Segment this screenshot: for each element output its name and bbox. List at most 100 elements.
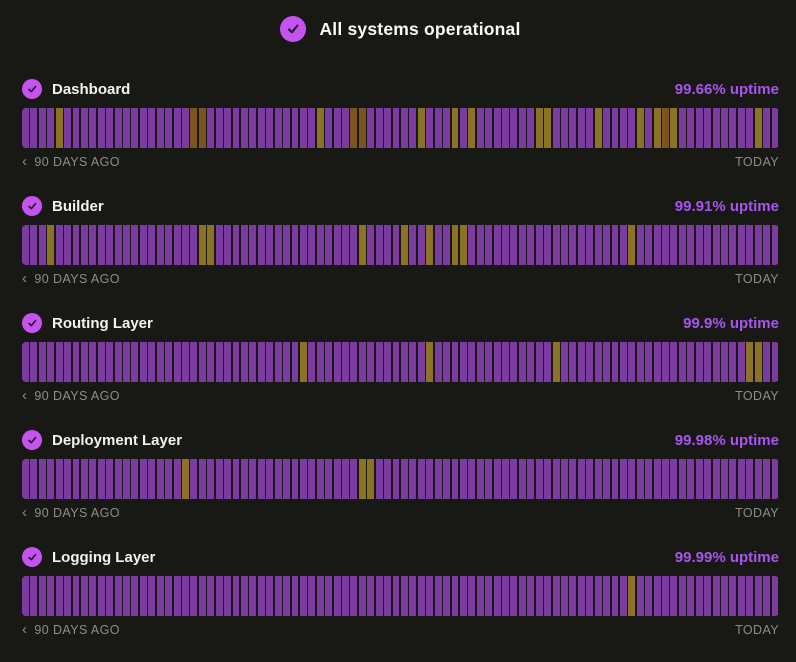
- uptime-day-bar[interactable]: [535, 576, 543, 616]
- uptime-day-bar[interactable]: [106, 459, 114, 499]
- uptime-day-bar[interactable]: [384, 576, 392, 616]
- uptime-day-bar[interactable]: [434, 342, 442, 382]
- uptime-day-bar[interactable]: [198, 576, 206, 616]
- uptime-day-bar[interactable]: [653, 225, 661, 265]
- uptime-day-bar[interactable]: [384, 459, 392, 499]
- uptime-day-bar[interactable]: [224, 459, 232, 499]
- uptime-day-bar[interactable]: [746, 459, 754, 499]
- uptime-day-bar[interactable]: [544, 459, 552, 499]
- uptime-day-bar[interactable]: [721, 108, 728, 148]
- uptime-day-bar[interactable]: [232, 225, 240, 265]
- uptime-day-bar[interactable]: [392, 459, 400, 499]
- uptime-day-bar[interactable]: [80, 576, 88, 616]
- uptime-day-bar[interactable]: [240, 108, 248, 148]
- uptime-day-bar[interactable]: [283, 576, 290, 616]
- uptime-day-bar[interactable]: [165, 342, 173, 382]
- uptime-day-bar[interactable]: [47, 108, 55, 148]
- uptime-day-bar[interactable]: [156, 108, 164, 148]
- uptime-day-bar[interactable]: [561, 459, 568, 499]
- uptime-day-bar[interactable]: [628, 459, 636, 499]
- uptime-day-bar[interactable]: [198, 459, 206, 499]
- uptime-day-bar[interactable]: [417, 459, 425, 499]
- uptime-day-bar[interactable]: [636, 108, 644, 148]
- uptime-day-bar[interactable]: [375, 225, 383, 265]
- uptime-day-bar[interactable]: [552, 459, 560, 499]
- uptime-day-bar[interactable]: [603, 108, 611, 148]
- uptime-day-bar[interactable]: [443, 225, 451, 265]
- uptime-day-bar[interactable]: [409, 108, 417, 148]
- uptime-day-bar[interactable]: [173, 459, 181, 499]
- uptime-day-bar[interactable]: [139, 576, 147, 616]
- uptime-day-bar[interactable]: [173, 342, 181, 382]
- uptime-day-bar[interactable]: [628, 108, 636, 148]
- uptime-day-bar[interactable]: [30, 342, 38, 382]
- uptime-day-bar[interactable]: [283, 225, 290, 265]
- uptime-day-bar[interactable]: [333, 459, 341, 499]
- uptime-day-bar[interactable]: [586, 108, 594, 148]
- uptime-day-bar[interactable]: [367, 342, 375, 382]
- uptime-day-bar[interactable]: [594, 459, 602, 499]
- uptime-day-bar[interactable]: [249, 459, 257, 499]
- uptime-day-bar[interactable]: [771, 108, 779, 148]
- uptime-day-bar[interactable]: [695, 576, 703, 616]
- uptime-day-bar[interactable]: [97, 459, 105, 499]
- uptime-day-bar[interactable]: [603, 342, 611, 382]
- uptime-day-bar[interactable]: [510, 342, 518, 382]
- uptime-day-bar[interactable]: [173, 108, 181, 148]
- uptime-day-bar[interactable]: [535, 108, 543, 148]
- uptime-day-bar[interactable]: [721, 459, 728, 499]
- uptime-day-bar[interactable]: [123, 342, 130, 382]
- uptime-day-bar[interactable]: [350, 108, 358, 148]
- uptime-day-bar[interactable]: [106, 225, 114, 265]
- uptime-day-bar[interactable]: [502, 576, 509, 616]
- uptime-day-bar[interactable]: [22, 108, 29, 148]
- uptime-day-bar[interactable]: [493, 459, 501, 499]
- uptime-day-bar[interactable]: [451, 108, 459, 148]
- uptime-day-bar[interactable]: [636, 342, 644, 382]
- uptime-day-bar[interactable]: [350, 459, 358, 499]
- uptime-day-bar[interactable]: [89, 459, 97, 499]
- uptime-day-bar[interactable]: [569, 342, 577, 382]
- uptime-day-bar[interactable]: [165, 108, 173, 148]
- uptime-day-bar[interactable]: [678, 459, 686, 499]
- uptime-day-bar[interactable]: [771, 576, 779, 616]
- uptime-day-bar[interactable]: [64, 225, 72, 265]
- uptime-day-bar[interactable]: [182, 459, 189, 499]
- uptime-day-bar[interactable]: [392, 108, 400, 148]
- uptime-day-bar[interactable]: [628, 342, 636, 382]
- uptime-day-bar[interactable]: [257, 225, 265, 265]
- uptime-day-bar[interactable]: [367, 108, 375, 148]
- uptime-day-bar[interactable]: [190, 459, 198, 499]
- uptime-day-bar[interactable]: [55, 342, 63, 382]
- uptime-day-bar[interactable]: [662, 576, 669, 616]
- uptime-day-bar[interactable]: [510, 225, 518, 265]
- uptime-day-bar[interactable]: [493, 108, 501, 148]
- uptime-day-bar[interactable]: [232, 576, 240, 616]
- uptime-day-bar[interactable]: [687, 342, 695, 382]
- uptime-day-bar[interactable]: [156, 225, 164, 265]
- uptime-day-bar[interactable]: [114, 342, 122, 382]
- uptime-day-bar[interactable]: [729, 342, 737, 382]
- uptime-day-bar[interactable]: [249, 576, 257, 616]
- uptime-day-bar[interactable]: [131, 225, 139, 265]
- uptime-day-bar[interactable]: [678, 108, 686, 148]
- uptime-day-bar[interactable]: [173, 225, 181, 265]
- uptime-day-bar[interactable]: [400, 459, 408, 499]
- uptime-day-bar[interactable]: [459, 576, 467, 616]
- uptime-day-bar[interactable]: [737, 108, 745, 148]
- uptime-day-bar[interactable]: [198, 342, 206, 382]
- uptime-day-bar[interactable]: [299, 459, 307, 499]
- uptime-day-bar[interactable]: [417, 108, 425, 148]
- uptime-day-bar[interactable]: [737, 342, 745, 382]
- uptime-day-bar[interactable]: [611, 342, 619, 382]
- uptime-day-bar[interactable]: [198, 225, 206, 265]
- uptime-day-bar[interactable]: [544, 225, 552, 265]
- uptime-day-bar[interactable]: [712, 576, 720, 616]
- uptime-day-bar[interactable]: [763, 576, 771, 616]
- uptime-day-bar[interactable]: [459, 108, 467, 148]
- uptime-day-bar[interactable]: [342, 342, 349, 382]
- uptime-day-bar[interactable]: [417, 576, 425, 616]
- uptime-day-bar[interactable]: [215, 576, 223, 616]
- uptime-day-bar[interactable]: [190, 342, 198, 382]
- uptime-day-bar[interactable]: [653, 342, 661, 382]
